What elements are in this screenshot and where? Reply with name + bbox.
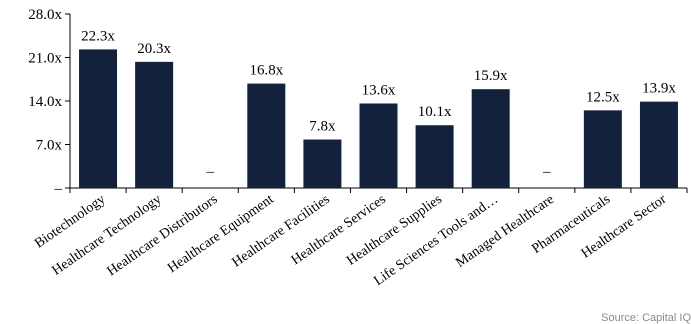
bar xyxy=(135,61,174,188)
data-label: 10.1x xyxy=(418,104,452,120)
data-label: 15.9x xyxy=(474,68,508,84)
bar xyxy=(471,89,510,188)
data-label: 22.3x xyxy=(81,28,115,44)
bar xyxy=(79,49,118,188)
data-label: 7.8x xyxy=(309,119,336,135)
y-tick-label: 7.0x xyxy=(36,138,63,154)
bar xyxy=(583,110,622,188)
bar xyxy=(247,83,286,188)
y-tick-label: 21.0x xyxy=(28,51,62,67)
data-label: 20.3x xyxy=(137,41,171,57)
bar xyxy=(639,101,678,188)
data-label: – xyxy=(205,164,214,180)
data-label: 12.5x xyxy=(586,89,620,105)
data-label: 16.8x xyxy=(249,63,283,79)
x-tick-label: Healthcare Services xyxy=(289,192,389,268)
x-tick-label: Healthcare Supplies xyxy=(344,192,445,269)
x-tick-label: Healthcare Facilities xyxy=(230,192,333,271)
y-tick-label: 14.0x xyxy=(28,94,62,110)
x-tick-label: Healthcare Equipment xyxy=(165,192,277,276)
source-note: Source: Capital IQ xyxy=(601,312,691,324)
data-label: 13.6x xyxy=(362,82,396,98)
bar xyxy=(415,125,454,188)
data-label: 13.9x xyxy=(642,81,676,97)
bar xyxy=(303,139,342,188)
data-label: – xyxy=(542,164,551,180)
y-tick-label: – xyxy=(54,181,63,197)
y-tick-label: 28.0x xyxy=(28,7,62,23)
x-tick-label: Managed Healthcare xyxy=(453,192,557,271)
bar xyxy=(359,103,398,188)
